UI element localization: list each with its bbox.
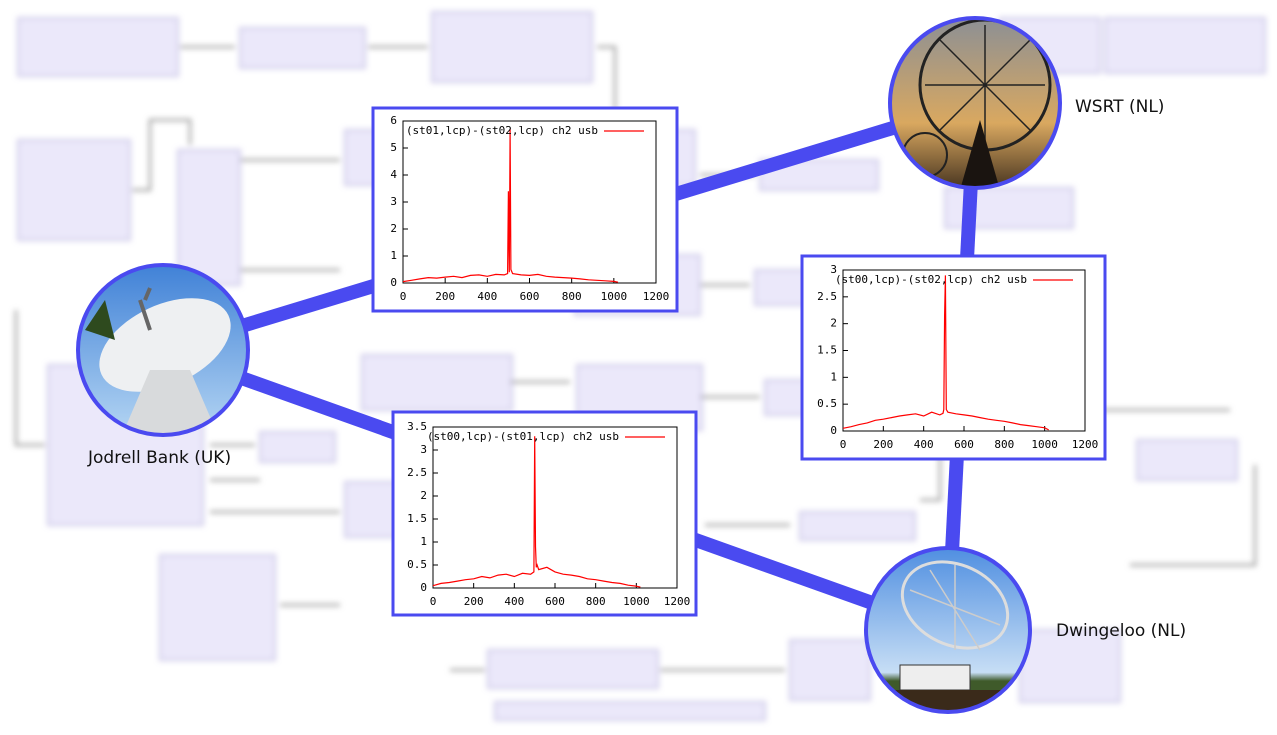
x-tick-label: 1000 bbox=[623, 595, 650, 608]
x-tick-label: 800 bbox=[586, 595, 606, 608]
x-tick-label: 200 bbox=[873, 438, 893, 451]
legend-label: (st00,lcp)-(st01,lcp) ch2 usb bbox=[427, 430, 619, 443]
y-tick-label: 2.5 bbox=[407, 466, 427, 479]
y-tick-label: 0 bbox=[390, 276, 397, 289]
y-tick-label: 2 bbox=[830, 317, 837, 330]
y-tick-label: 5 bbox=[390, 141, 397, 154]
x-tick-label: 400 bbox=[477, 290, 497, 303]
x-tick-label: 600 bbox=[954, 438, 974, 451]
x-tick-label: 1200 bbox=[1072, 438, 1099, 451]
y-tick-label: 0 bbox=[830, 424, 837, 437]
y-tick-label: 3.5 bbox=[407, 420, 427, 433]
x-tick-label: 400 bbox=[504, 595, 524, 608]
y-tick-label: 0.5 bbox=[407, 558, 427, 571]
plot-frame bbox=[391, 410, 698, 617]
y-tick-label: 1.5 bbox=[407, 512, 427, 525]
y-tick-label: 6 bbox=[390, 114, 397, 127]
telescope-label: Dwingeloo (NL) bbox=[1056, 621, 1186, 641]
wsrt-photo bbox=[891, 19, 1059, 187]
x-tick-label: 1000 bbox=[601, 290, 628, 303]
x-tick-label: 600 bbox=[545, 595, 565, 608]
plot-frame bbox=[800, 254, 1107, 461]
x-tick-label: 0 bbox=[430, 595, 437, 608]
fringe-plot: 0 200 400 600 800 1000 1200 0 0.5 1 1.5 2 2.5 3(st00,… bbox=[800, 254, 1107, 461]
x-tick-label: 400 bbox=[914, 438, 934, 451]
x-tick-label: 1000 bbox=[1031, 438, 1058, 451]
y-tick-label: 3 bbox=[390, 195, 397, 208]
legend-label: (st01,lcp)-(st02,lcp) ch2 usb bbox=[406, 124, 598, 137]
x-tick-label: 0 bbox=[840, 438, 847, 451]
y-tick-label: 2.5 bbox=[817, 290, 837, 303]
x-tick-label: 1200 bbox=[664, 595, 691, 608]
x-tick-label: 800 bbox=[994, 438, 1014, 451]
y-tick-label: 0.5 bbox=[817, 397, 837, 410]
x-tick-label: 800 bbox=[562, 290, 582, 303]
y-tick-label: 0 bbox=[420, 581, 427, 594]
y-tick-label: 1 bbox=[830, 370, 837, 383]
x-tick-label: 200 bbox=[464, 595, 484, 608]
plot-frame bbox=[371, 106, 679, 313]
telescopes: Jodrell Bank (UK) WSRT (NL) Dwingeloo (NL) bbox=[76, 16, 1186, 714]
telescope-label: WSRT (NL) bbox=[1075, 97, 1164, 117]
y-tick-label: 1 bbox=[420, 535, 427, 548]
telescope-label: Jodrell Bank (UK) bbox=[87, 448, 231, 468]
jodrell-photo bbox=[79, 266, 247, 434]
x-tick-label: 200 bbox=[435, 290, 455, 303]
y-tick-label: 4 bbox=[390, 168, 397, 181]
fringe-plot: 0 200 400 600 800 1000 1200 0 1 2 3 4 5 6 (st01,lcp)-(… bbox=[371, 106, 679, 313]
legend-label: (st00,lcp)-(st02,lcp) ch2 usb bbox=[835, 273, 1027, 286]
y-tick-label: 1.5 bbox=[817, 344, 837, 357]
series-line bbox=[432, 436, 641, 588]
y-tick-label: 1 bbox=[390, 249, 397, 262]
series-line bbox=[842, 275, 1049, 431]
plots: 0 200 400 600 800 1000 12000123456(st01,lcp)-(… bbox=[371, 106, 1107, 617]
y-tick-label: 2 bbox=[420, 489, 427, 502]
x-tick-label: 1200 bbox=[643, 290, 670, 303]
y-tick-label: 2 bbox=[390, 222, 397, 235]
fringe-plot: 0 200 400 600 800 1000 1200 0 0.5 1 1.5 2 2.5 3 3.5(st… bbox=[391, 410, 698, 617]
y-tick-label: 3 bbox=[420, 443, 427, 456]
x-tick-label: 0 bbox=[400, 290, 407, 303]
series-line bbox=[402, 129, 619, 283]
y-tick-label: 3 bbox=[830, 263, 837, 276]
x-tick-label: 600 bbox=[520, 290, 540, 303]
